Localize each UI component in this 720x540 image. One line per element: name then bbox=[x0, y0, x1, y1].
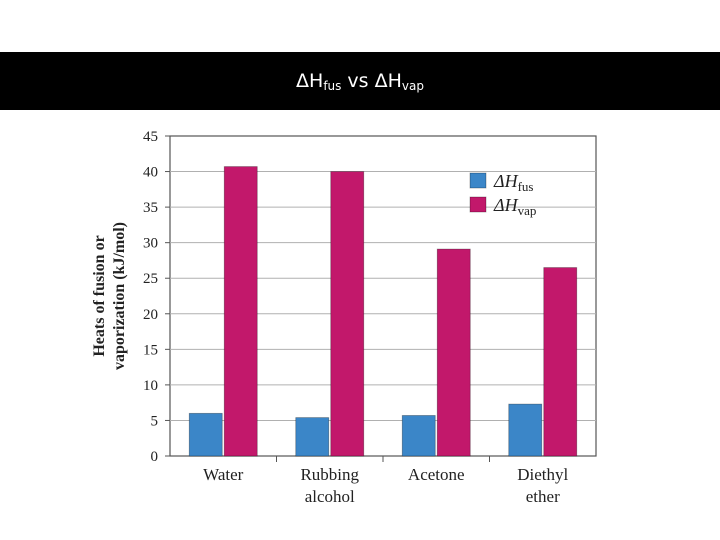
bar-fus-1 bbox=[295, 417, 330, 457]
title-dh-fus: ΔHfus bbox=[296, 69, 342, 93]
bar-vap-2 bbox=[436, 248, 471, 457]
y-tick-label: 10 bbox=[143, 378, 158, 394]
x-tick-label: Diethyl bbox=[517, 465, 568, 484]
legend-swatch-fus bbox=[469, 172, 487, 189]
legend-swatch-vap bbox=[469, 196, 487, 213]
x-tick-label: Acetone bbox=[408, 465, 465, 484]
bar-fus-2 bbox=[401, 415, 436, 457]
y-tick-label: 45 bbox=[143, 129, 158, 145]
y-tick-label: 35 bbox=[143, 200, 158, 216]
y-tick-label: 0 bbox=[151, 449, 159, 465]
bar-vap-1 bbox=[330, 171, 365, 457]
y-tick-label: 25 bbox=[143, 271, 158, 287]
x-tick-label: Water bbox=[203, 465, 243, 484]
y-axis-label-line2: vaporization (kJ/mol) bbox=[111, 222, 128, 370]
bar-fus-0 bbox=[188, 412, 223, 457]
title-vs: vs bbox=[347, 70, 369, 92]
y-axis-label-line1: Heats of fusion or bbox=[91, 235, 108, 356]
x-tick-label: ether bbox=[526, 487, 560, 506]
y-tick-label: 5 bbox=[151, 413, 159, 429]
bar-vap-3 bbox=[543, 267, 578, 457]
x-tick-label: alcohol bbox=[305, 487, 355, 506]
y-tick-label: 40 bbox=[143, 165, 158, 181]
bar-fus-3 bbox=[508, 403, 543, 457]
y-tick-label: 20 bbox=[143, 307, 158, 323]
slide-title: ΔHfus vs ΔHvap bbox=[0, 52, 720, 110]
bar-vap-0 bbox=[223, 166, 258, 457]
x-tick-label: Rubbing bbox=[300, 465, 359, 484]
y-tick-label: 30 bbox=[143, 236, 158, 252]
title-dh-vap: ΔHvap bbox=[374, 69, 424, 93]
y-tick-label: 15 bbox=[143, 342, 158, 358]
